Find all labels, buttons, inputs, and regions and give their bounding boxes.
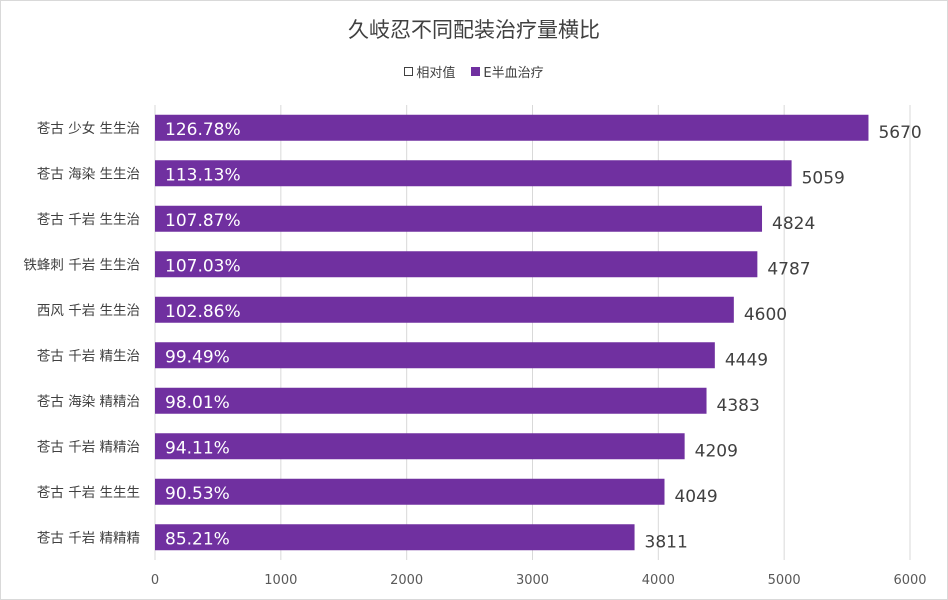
x-tick-label: 4000: [642, 573, 675, 588]
bar: [155, 387, 707, 414]
relative-value-label: 94.11%: [165, 438, 230, 458]
bar: [155, 205, 763, 232]
relative-value-label: 98.01%: [165, 393, 230, 413]
heal-value-label: 4383: [717, 396, 760, 416]
x-tick-label: 3000: [516, 573, 549, 588]
category-label: 苍古 千岩 精生治: [37, 348, 140, 364]
category-label: 铁蜂刺 千岩 生生治: [23, 257, 140, 273]
heal-value-label: 4049: [674, 487, 717, 507]
heal-value-label: 4600: [744, 305, 787, 325]
relative-value-label: 113.13%: [165, 165, 241, 185]
legend: 相对值 E半血治疗: [0, 62, 948, 81]
bar: [155, 478, 665, 505]
category-label: 苍古 千岩 精精治: [37, 439, 140, 455]
relative-value-label: 107.87%: [165, 211, 241, 231]
legend-swatch-relative: [404, 67, 414, 76]
chart-title: 久岐忍不同配装治疗量横比: [348, 18, 600, 42]
relative-value-label: 102.86%: [165, 302, 241, 322]
relative-value-label: 85.21%: [165, 529, 230, 549]
category-label: 苍古 千岩 生生生: [37, 485, 140, 501]
relative-value-label: 90.53%: [165, 484, 230, 504]
heal-value-label: 5059: [802, 168, 845, 188]
bar: [155, 342, 715, 369]
relative-value-label: 99.49%: [165, 347, 230, 367]
x-tick-label: 5000: [768, 573, 801, 588]
legend-item-relative: 相对值: [404, 62, 455, 81]
bar: [155, 114, 869, 141]
relative-value-label: 107.03%: [165, 256, 241, 276]
bar: [155, 296, 734, 323]
category-label: 苍古 千岩 精精精: [37, 530, 140, 546]
bar: [155, 160, 792, 187]
heal-value-label: 4824: [772, 214, 815, 234]
relative-value-label: 126.78%: [165, 120, 241, 140]
bar: [155, 251, 758, 278]
legend-item-heal: E半血治疗: [471, 62, 544, 81]
category-label: 苍古 少女 生生治: [37, 120, 140, 137]
heal-value-label: 4449: [725, 350, 768, 370]
category-label: 西风 千岩 生生治: [37, 303, 140, 319]
category-label: 苍古 海染 精精治: [37, 394, 140, 410]
heal-value-label: 4787: [767, 259, 810, 279]
legend-label-heal: E半血治疗: [483, 66, 544, 81]
heal-value-label: 5670: [878, 123, 921, 143]
category-label: 苍古 千岩 生生治: [37, 212, 140, 228]
heal-value-label: 4209: [695, 441, 738, 461]
bar: [155, 524, 635, 551]
legend-label-relative: 相对值: [416, 66, 456, 81]
x-tick-label: 6000: [893, 573, 926, 588]
x-tick-label: 0: [151, 573, 159, 588]
bar: [155, 433, 685, 460]
x-tick-label: 2000: [390, 573, 423, 588]
heal-value-label: 3811: [645, 532, 688, 552]
category-label: 苍古 海染 生生治: [37, 166, 140, 182]
legend-swatch-heal: [471, 67, 481, 76]
x-tick-label: 1000: [264, 573, 297, 588]
